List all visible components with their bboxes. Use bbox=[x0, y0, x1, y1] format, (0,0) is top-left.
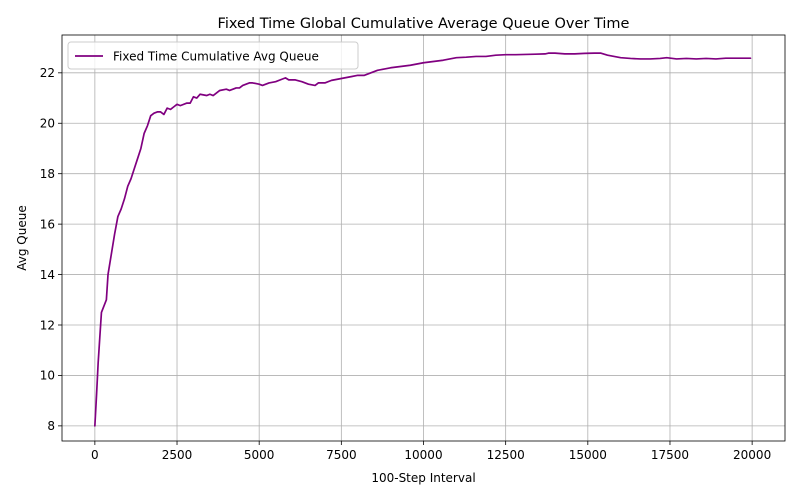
y-tick-label: 14 bbox=[40, 268, 55, 282]
x-axis-label: 100-Step Interval bbox=[371, 471, 475, 485]
x-tick-label: 17500 bbox=[651, 448, 689, 462]
legend-box bbox=[67, 41, 359, 70]
x-tick-label: 15000 bbox=[569, 448, 607, 462]
legend-entry-label: Fixed Time Cumulative Avg Queue bbox=[113, 50, 319, 64]
y-tick-label: 8 bbox=[47, 419, 55, 433]
x-tick-label: 0 bbox=[91, 448, 99, 462]
x-tick-label: 5000 bbox=[244, 448, 275, 462]
y-tick-label: 22 bbox=[40, 66, 55, 80]
y-tick-label: 12 bbox=[40, 318, 55, 332]
x-tick-label: 20000 bbox=[733, 448, 771, 462]
series-line-fixed-time-cumulative-avg-queue bbox=[94, 52, 752, 427]
x-tick-label: 7500 bbox=[326, 448, 357, 462]
ticks: 0 2500 5000 7500 10000 12500 15000 17500 20000 8 1… bbox=[40, 66, 772, 462]
y-tick-label: 16 bbox=[40, 217, 55, 231]
y-tick-label: 18 bbox=[40, 167, 55, 181]
series-layer bbox=[94, 52, 752, 427]
x-tick-label: 12500 bbox=[487, 448, 525, 462]
grid bbox=[62, 35, 785, 441]
x-tick-label: 10000 bbox=[404, 448, 442, 462]
x-tick-label: 2500 bbox=[162, 448, 193, 462]
y-tick-label: 10 bbox=[40, 369, 55, 383]
y-axis-label: Avg Queue bbox=[15, 205, 29, 270]
legend: Fixed Time Cumulative Avg Queue bbox=[67, 41, 359, 70]
y-tick-label: 20 bbox=[40, 117, 55, 131]
chart-title: Fixed Time Global Cumulative Average Que… bbox=[218, 16, 630, 32]
